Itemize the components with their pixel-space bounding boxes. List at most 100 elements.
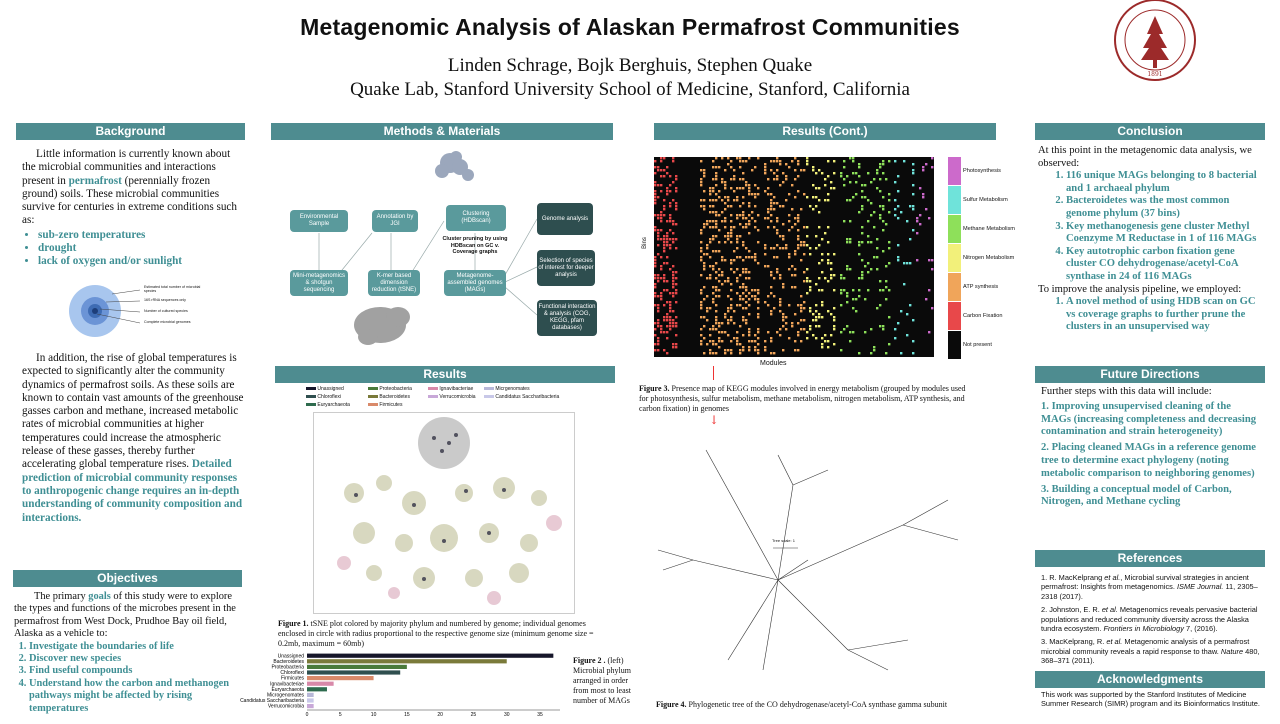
heatmap-cell bbox=[730, 160, 733, 163]
heatmap-cell bbox=[730, 352, 733, 355]
heatmap-cell bbox=[745, 289, 748, 292]
heatmap-cell bbox=[843, 184, 846, 187]
heatmap-cell bbox=[879, 190, 882, 193]
heatmap-cell bbox=[852, 289, 855, 292]
heatmap-cell bbox=[764, 265, 767, 268]
heatmap-cell bbox=[703, 223, 706, 226]
heatmap-cell bbox=[675, 325, 678, 328]
heatmap-cell bbox=[736, 157, 739, 160]
figure-3-text: Presence map of KEGG modules involved in… bbox=[639, 384, 966, 413]
heatmap-ylabel: Bins bbox=[641, 237, 648, 249]
heatmap-cell bbox=[885, 265, 888, 268]
future-item: Placing cleaned MAGs in a reference geno… bbox=[1041, 442, 1263, 480]
heatmap-cell bbox=[803, 271, 806, 274]
heatmap-cell bbox=[712, 352, 715, 355]
heatmap-cell bbox=[827, 193, 830, 196]
heatmap-cell bbox=[709, 277, 712, 280]
heatmap-cell bbox=[718, 346, 721, 349]
heatmap-cell bbox=[754, 259, 757, 262]
heatmap-cell bbox=[767, 211, 770, 214]
heatmap-cell bbox=[703, 205, 706, 208]
heatmap-cell bbox=[736, 340, 739, 343]
heatmap-cell bbox=[709, 238, 712, 241]
heatmap-cell bbox=[700, 301, 703, 304]
objectives-highlight: goals bbox=[88, 591, 111, 602]
bar-category-label: Proteobacteria bbox=[271, 665, 304, 671]
heatmap-cell bbox=[912, 193, 915, 196]
heatmap-cell bbox=[916, 217, 919, 220]
heatmap-cell bbox=[709, 241, 712, 244]
background-heading: Background bbox=[16, 123, 245, 140]
diagram-label: Number of cultured species bbox=[144, 309, 188, 313]
heatmap-cell bbox=[666, 337, 669, 340]
heatmap-cell bbox=[733, 169, 736, 172]
heatmap-cell bbox=[748, 205, 751, 208]
heatmap-cell bbox=[779, 274, 782, 277]
conclusion-item: A novel method of using HDB scan on GC v… bbox=[1066, 296, 1264, 334]
heatmap-cell bbox=[666, 232, 669, 235]
heatmap-cell bbox=[791, 208, 794, 211]
heatmap-cell bbox=[757, 343, 760, 346]
heatmap-cell bbox=[721, 256, 724, 259]
heatmap-cell bbox=[757, 298, 760, 301]
heatmap-cell bbox=[912, 184, 915, 187]
heatmap-cell bbox=[669, 217, 672, 220]
heatmap-cell bbox=[797, 331, 800, 334]
heatmap-cell bbox=[800, 319, 803, 322]
heatmap-cell bbox=[718, 322, 721, 325]
heatmap-cell bbox=[879, 289, 882, 292]
heatmap-cell bbox=[736, 196, 739, 199]
heatmap-cell bbox=[861, 190, 864, 193]
heatmap-cell bbox=[706, 244, 709, 247]
legend-label: Firmicutes bbox=[379, 402, 403, 408]
heatmap-cell bbox=[827, 340, 830, 343]
heatmap-cell bbox=[657, 244, 660, 247]
heatmap-cell bbox=[928, 217, 931, 220]
heatmap-cell bbox=[855, 181, 858, 184]
heatmap-cell bbox=[700, 250, 703, 253]
heatmap-cell bbox=[830, 277, 833, 280]
heatmap-cell bbox=[824, 334, 827, 337]
heatmap-cell bbox=[779, 298, 782, 301]
heatmap-cell bbox=[858, 175, 861, 178]
heatmap-cell bbox=[745, 286, 748, 289]
future-list: Improving unsupervised cleaning of the M… bbox=[1041, 401, 1263, 509]
heatmap-cell bbox=[715, 220, 718, 223]
heatmap-cell bbox=[797, 247, 800, 250]
heatmap-cell bbox=[724, 202, 727, 205]
heatmap-cell bbox=[767, 331, 770, 334]
heatmap-cell bbox=[840, 172, 843, 175]
heatmap-cell bbox=[669, 268, 672, 271]
heatmap-cell bbox=[745, 295, 748, 298]
figure-4-label: Figure 4. bbox=[656, 700, 687, 709]
heatmap-cell bbox=[788, 253, 791, 256]
objective-item: Discover new species bbox=[29, 653, 246, 665]
heatmap-cell bbox=[925, 163, 928, 166]
heatmap-cell bbox=[764, 340, 767, 343]
heatmap-cell bbox=[788, 304, 791, 307]
heatmap-cell bbox=[849, 241, 852, 244]
heatmap-cell bbox=[858, 352, 861, 355]
background-text: Little information is currently known ab… bbox=[22, 148, 246, 269]
heatmap-cell bbox=[663, 262, 666, 265]
heatmap-cell bbox=[736, 241, 739, 244]
heatmap-cell bbox=[663, 238, 666, 241]
heatmap-cell bbox=[785, 178, 788, 181]
heatmap-cell bbox=[727, 235, 730, 238]
heatmap-cell bbox=[715, 328, 718, 331]
objective-item: Investigate the boundaries of life bbox=[29, 641, 246, 653]
heatmap-cell bbox=[919, 214, 922, 217]
heatmap-cell bbox=[748, 298, 751, 301]
heatmap-cell bbox=[666, 220, 669, 223]
heatmap-cell bbox=[709, 352, 712, 355]
heatmap-cell bbox=[776, 202, 779, 205]
heatmap-cell bbox=[846, 268, 849, 271]
heatmap-cell bbox=[654, 259, 657, 262]
heatmap-cell bbox=[730, 268, 733, 271]
reference-item: 1. R. MacKelprang et al., Microbial surv… bbox=[1041, 573, 1258, 601]
heatmap-cell bbox=[770, 313, 773, 316]
heatmap-cell bbox=[663, 289, 666, 292]
tsne-legend: Unassigned Proteobacteria Ignavibacteria… bbox=[300, 384, 600, 410]
heatmap-cell bbox=[730, 262, 733, 265]
heatmap-cell bbox=[742, 319, 745, 322]
